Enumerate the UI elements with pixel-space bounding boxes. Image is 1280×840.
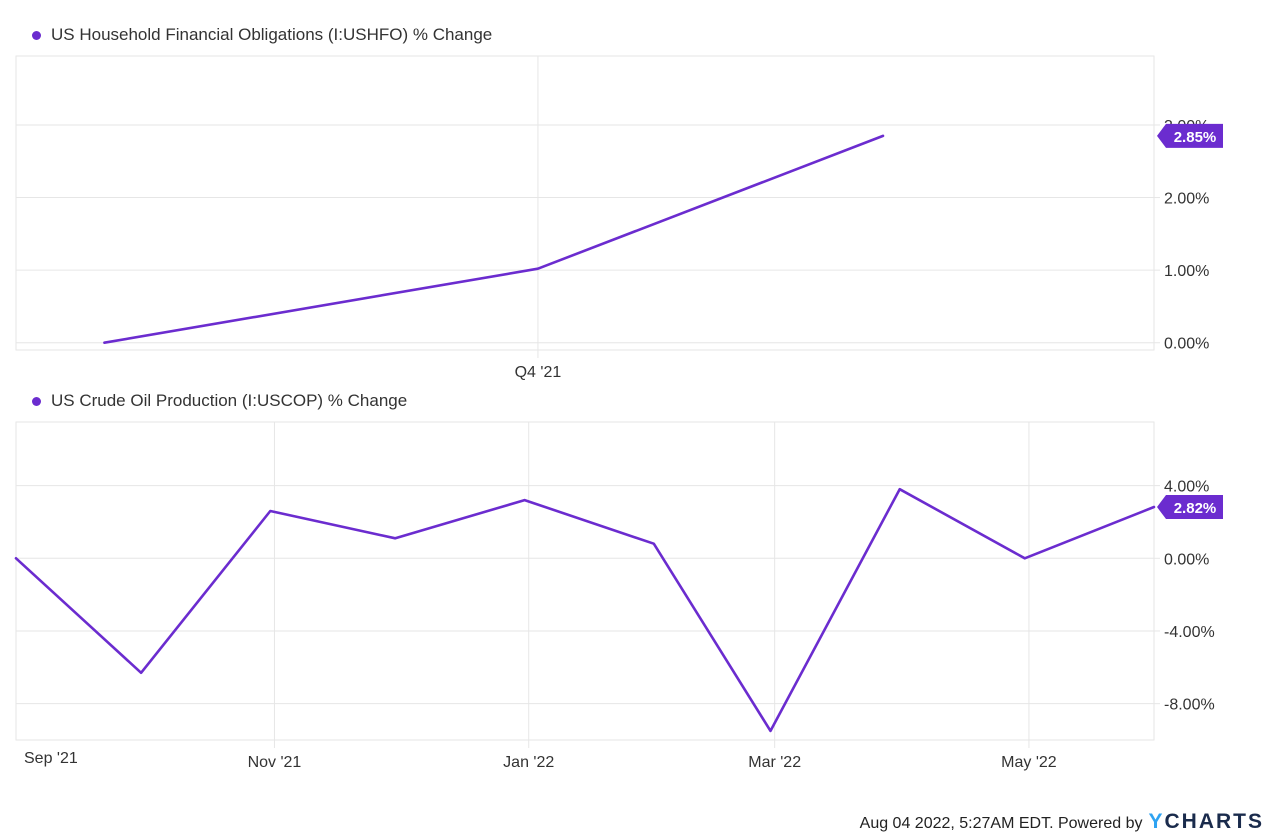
plot-frame	[15, 421, 1155, 741]
x-tick-label: Sep '21	[24, 750, 78, 767]
ycharts-logo[interactable]: YCHARTS	[1148, 810, 1264, 833]
x-tick-label: May '22	[1001, 754, 1057, 771]
x-tick-label: Jan '22	[503, 754, 554, 771]
y-tick-label: 4.00%	[1164, 479, 1209, 496]
y-tick-label: 0.00%	[1164, 336, 1209, 353]
last-value-badge	[1157, 123, 1223, 148]
x-tick-label: Q4 '21	[515, 364, 562, 381]
y-tick-label: 0.00%	[1164, 551, 1209, 568]
last-value-label: 2.85%	[1174, 129, 1217, 146]
legend-top: US Household Financial Obligations (I:US…	[32, 23, 492, 47]
legend-marker	[32, 396, 41, 406]
x-tick-label: Nov '21	[248, 754, 302, 771]
series-line	[103, 134, 885, 345]
footer: Aug 04 2022, 5:27AM EDT. Powered by YCHA…	[860, 810, 1264, 834]
chart-household-obligations: 0.00%1.00%2.00%3.00%Q4 '212.85%	[15, 55, 1223, 381]
chart-crude-oil-production: 4.00% 0.00% -4.00% -8.00% Sep '21 Nov '21 Jan …	[14, 421, 1223, 771]
last-value-label: 2.82%	[1174, 500, 1217, 517]
legend-marker	[32, 30, 41, 40]
legend-label: US Crude Oil Production (I:USCOP) % Chan…	[51, 391, 408, 410]
plot-frame	[15, 55, 1155, 351]
legend-bottom: US Crude Oil Production (I:USCOP) % Chan…	[32, 389, 407, 413]
legend-label: US Household Financial Obligations (I:US…	[51, 25, 493, 44]
y-tick-label: -8.00%	[1164, 697, 1215, 714]
y-tick-label: 1.00%	[1164, 263, 1209, 280]
y-tick-label: 2.00%	[1164, 191, 1209, 208]
y-tick-label: -4.00%	[1164, 624, 1215, 641]
series-line	[14, 487, 1156, 733]
x-tick-label: Mar '22	[748, 754, 801, 771]
last-value-badge	[1157, 495, 1223, 520]
footer-timestamp: Aug 04 2022, 5:27AM EDT. Powered by	[859, 815, 1143, 832]
